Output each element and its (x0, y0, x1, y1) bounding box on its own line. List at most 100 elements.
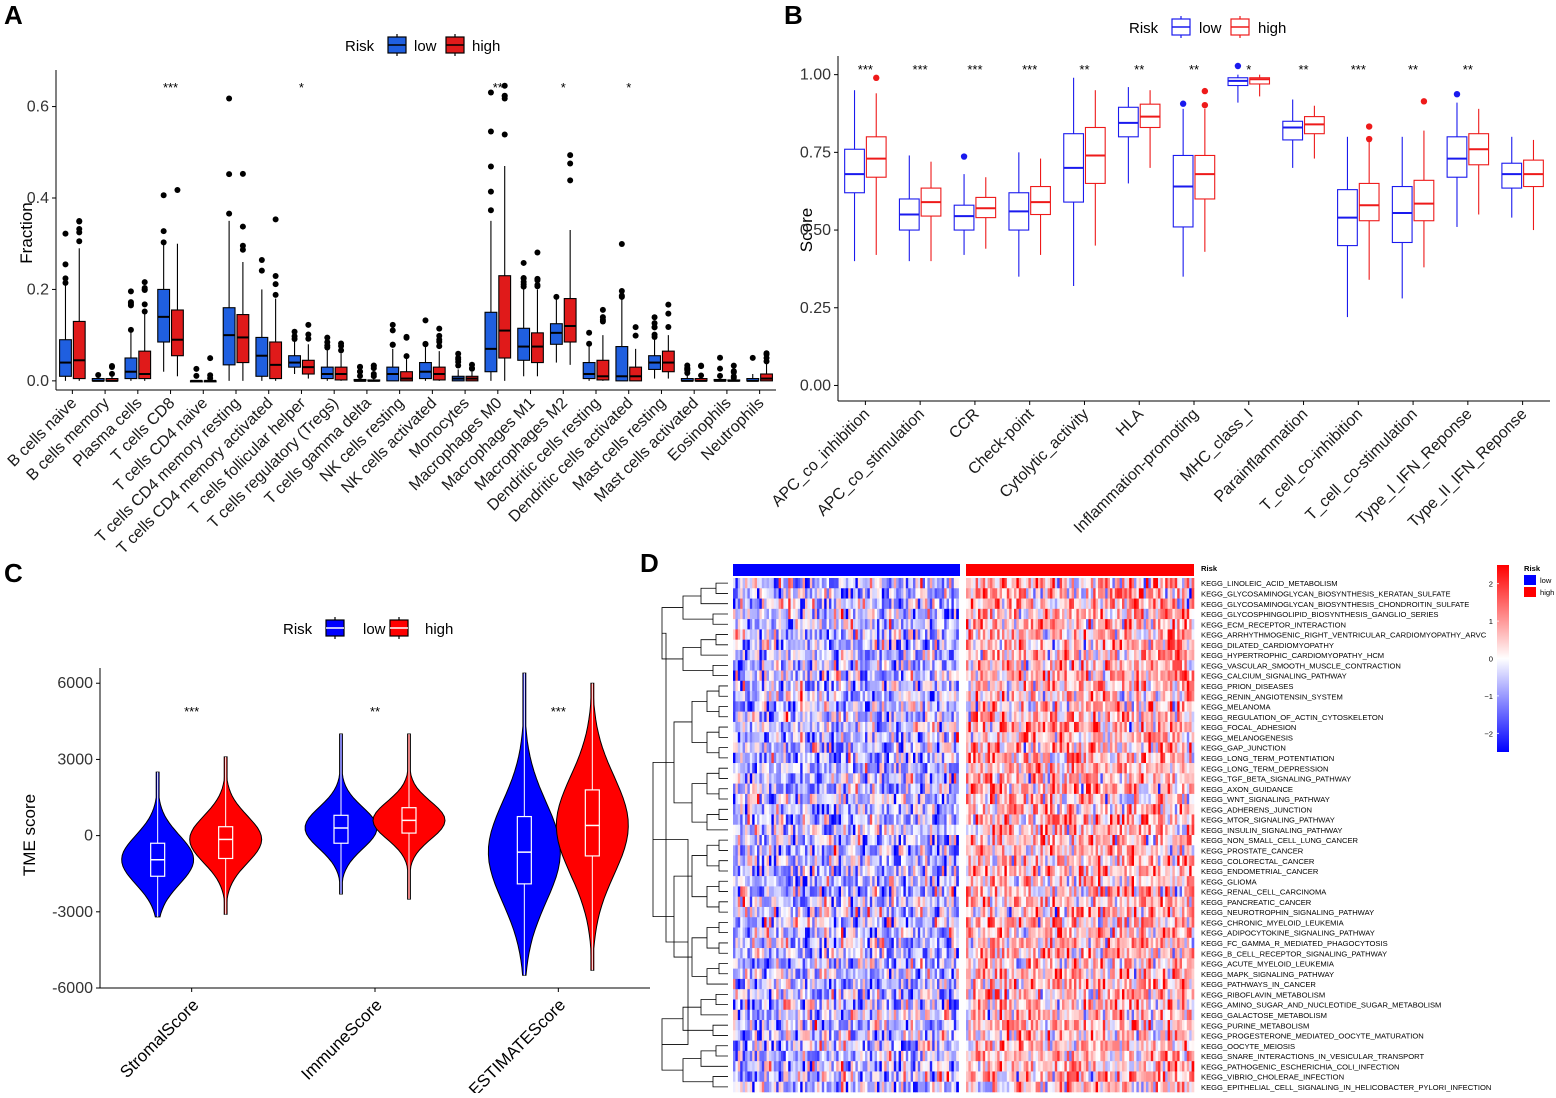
panel-d-cell (1043, 691, 1046, 702)
panel-d-cell (757, 609, 760, 620)
panel-d-cell (800, 784, 803, 795)
panel-d-cell (769, 804, 772, 815)
panel-d-cell (1016, 773, 1019, 784)
panel-d-cell (1000, 609, 1003, 620)
panel-d-cell (1160, 722, 1163, 733)
panel-d-cell (1184, 619, 1187, 630)
panel-d-cell (995, 804, 998, 815)
panel-d-cell (913, 763, 916, 774)
panel-d-cell (1153, 660, 1156, 671)
panel-d-cell (1132, 681, 1135, 692)
panel-d-cell (752, 619, 755, 630)
panel-d-cell (870, 763, 873, 774)
panel-d-cell (779, 804, 782, 815)
panel-d-cell (942, 794, 945, 805)
panel-d-cell (1110, 753, 1113, 764)
panel-d-cell (903, 619, 906, 630)
panel-d-cell (1122, 588, 1125, 599)
panel-d: D KEGG_LINOLEIC_ACID_METABOLISMKEGG_GLYC… (640, 548, 1554, 1092)
panel-d-cell (1132, 629, 1135, 640)
panel-d-cell (1144, 742, 1147, 753)
panel-d-cell (831, 681, 834, 692)
panel-d-cell (879, 732, 882, 743)
panel-d-cell (1074, 660, 1077, 671)
panel-d-cell (889, 681, 892, 692)
panel-d-cell (889, 650, 892, 661)
panel-d-cell (774, 763, 777, 774)
panel-d-cell (803, 742, 806, 753)
panel-d-cell (915, 691, 918, 702)
panel-d-cell (779, 660, 782, 671)
panel-d-cell (947, 681, 950, 692)
panel-d-cell (966, 609, 969, 620)
panel-d-cell (817, 609, 820, 620)
panel-d-cell (1009, 640, 1012, 651)
panel-d-cell (1132, 773, 1135, 784)
panel-d-row-kegg-focal-adhesion (733, 722, 1194, 733)
panel-d-cell (896, 784, 899, 795)
panel-d-cell (1165, 794, 1168, 805)
panel-d-cell (980, 650, 983, 661)
panel-b-sig-apc-co-inhibition: *** (858, 62, 873, 77)
panel-d-cell (807, 588, 810, 599)
panel-d-cell (762, 763, 765, 774)
panel-d-cell (1033, 753, 1036, 764)
panel-d-cell (990, 691, 993, 702)
panel-d-cell (1074, 773, 1077, 784)
panel-d-cell (1062, 650, 1065, 661)
panel-d-cell (1031, 773, 1034, 784)
panel-d-cell (1146, 640, 1149, 651)
panel-d-cell (1146, 671, 1149, 682)
panel-d-cell (1134, 712, 1137, 723)
panel-d-cell (1076, 794, 1079, 805)
panel-d-cell (860, 578, 863, 589)
panel-d-cell (764, 578, 767, 589)
panel-d-cell (1084, 701, 1087, 712)
panel-d-cell (939, 578, 942, 589)
panel-d-cell (812, 599, 815, 610)
panel-d-cell (971, 599, 974, 610)
panel-d-cell (935, 588, 938, 599)
panel-d-cell (1192, 691, 1195, 702)
panel-d-cell (851, 732, 854, 743)
panel-d-cell (920, 578, 923, 589)
panel-a-low-t-cells-gamma-delta-outlier (357, 373, 363, 379)
panel-d-cell (1040, 619, 1043, 630)
panel-d-cell (771, 732, 774, 743)
panel-d-cell (1124, 629, 1127, 640)
panel-d-cell (747, 712, 750, 723)
panel-d-cell (800, 773, 803, 784)
panel-d-cell (1127, 701, 1130, 712)
panel-d-cell (976, 701, 979, 712)
panel-d-cell (877, 701, 880, 712)
panel-d-cell (1132, 609, 1135, 620)
panel-d-cell (1072, 763, 1075, 774)
panel-d-cell (1177, 732, 1180, 743)
panel-a-high-t-cells-cd4-memory-activated-outlier (273, 281, 279, 287)
panel-d-rowlabel-kegg-melanogenesis: KEGG_MELANOGENESIS (1201, 733, 1293, 742)
panel-d-cell (939, 588, 942, 599)
panel-d-cell (1134, 773, 1137, 784)
panel-d-cell (1091, 681, 1094, 692)
panel-d-cell (800, 722, 803, 733)
panel-d-cell (1100, 629, 1103, 640)
panel-d-cell (966, 763, 969, 774)
panel-d-cell (831, 619, 834, 630)
panel-d-cell (867, 609, 870, 620)
panel-d-cell (1067, 712, 1070, 723)
panel-d-cell (755, 660, 758, 671)
panel-d-cell (1084, 629, 1087, 640)
panel-d-cell (1151, 732, 1154, 743)
panel-d-cell (781, 763, 784, 774)
panel-a-low-macrophages-m0-outlier (488, 189, 494, 195)
panel-d-cell (891, 691, 894, 702)
panel-d-cell (911, 784, 914, 795)
panel-d-cell (1177, 784, 1180, 795)
panel-d-cell (889, 640, 892, 651)
panel-d-cell (925, 588, 928, 599)
panel-d-cell (735, 722, 738, 733)
panel-d-cell (1141, 619, 1144, 630)
panel-d-cell (805, 773, 808, 784)
panel-d-cell (853, 804, 856, 815)
panel-d-cell (870, 619, 873, 630)
